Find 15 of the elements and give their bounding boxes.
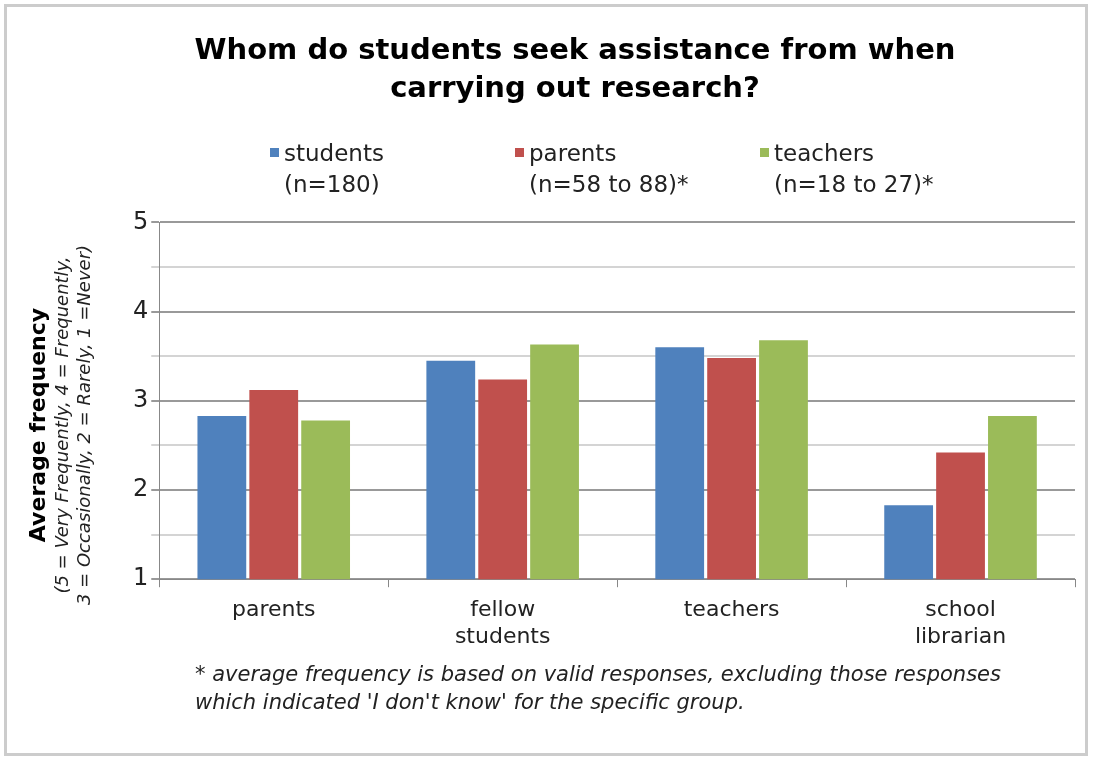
y-tick-label: 5 [132,206,149,235]
y-tick-label: 1 [132,563,149,592]
x-tick-label: fellow students [454,596,551,648]
legend-label: students (n=180) [284,139,384,199]
y-tick-label: 4 [132,295,149,324]
y-tick-label: 2 [132,474,149,503]
text: * average frequency is based on valid responses, excluding those responses which indicated 'I don't know' for the specific group. [195,661,1002,716]
x-tick-label: parents [231,596,316,622]
x-tick-label: teachers [683,596,780,622]
legend-label: teachers (n=18 to 27)* [774,139,934,199]
y-axis-title: Average frequency (5 = Very Frequently, 4 = Frequently, 3 = Occasionally, 2 = Rarely, 1 =Never) [25,243,95,608]
y-tick-label: 3 [132,385,149,414]
chart-title: Whom do students seek assistance from when carrying out research? [193,31,957,106]
x-tick-label: school librarian [914,596,1007,648]
legend-label: parents (n=58 to 88)* [529,139,689,199]
